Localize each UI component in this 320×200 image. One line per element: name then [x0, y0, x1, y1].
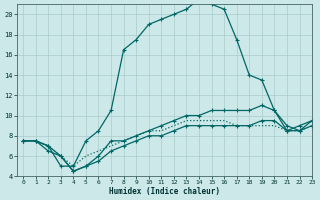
X-axis label: Humidex (Indice chaleur): Humidex (Indice chaleur): [109, 187, 220, 196]
